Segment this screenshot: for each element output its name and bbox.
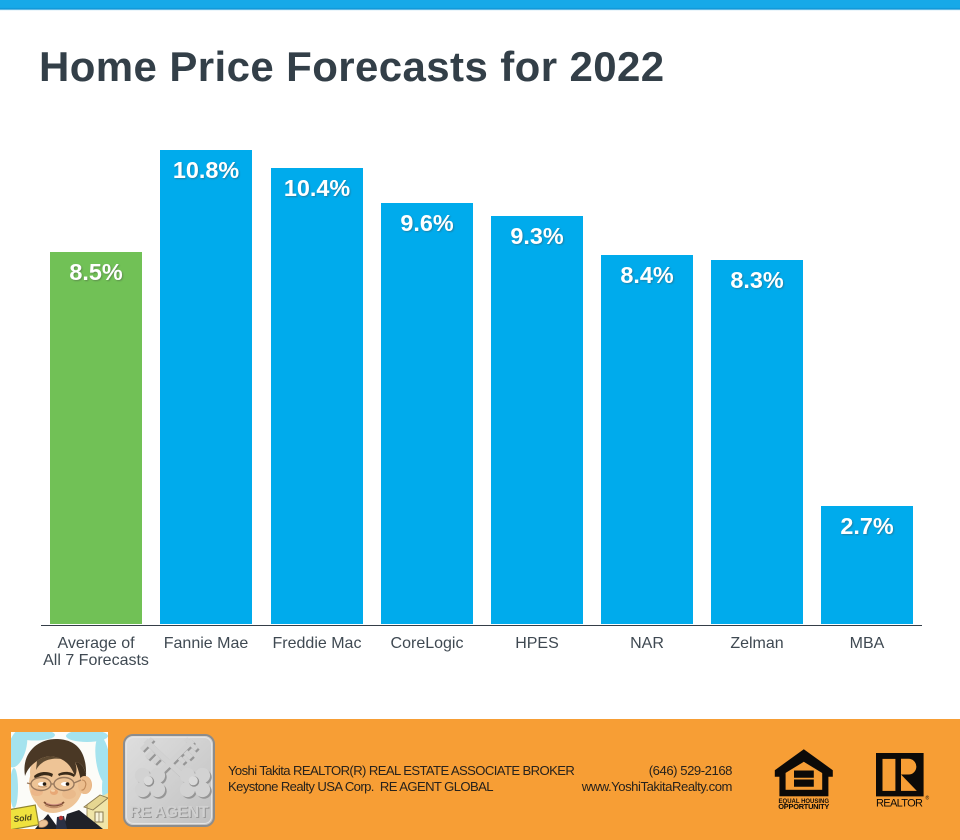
- svg-text:OPPORTUNITY: OPPORTUNITY: [778, 802, 829, 811]
- svg-text:RE AGENT: RE AGENT: [131, 805, 210, 822]
- svg-text:RE AGENT: RE AGENT: [130, 804, 209, 821]
- svg-text:Sold: Sold: [13, 812, 33, 824]
- svg-text:REALTOR: REALTOR: [876, 798, 925, 810]
- svg-text:®: ®: [926, 795, 930, 802]
- svg-text:EQUAL HOUSING: EQUAL HOUSING: [779, 799, 830, 805]
